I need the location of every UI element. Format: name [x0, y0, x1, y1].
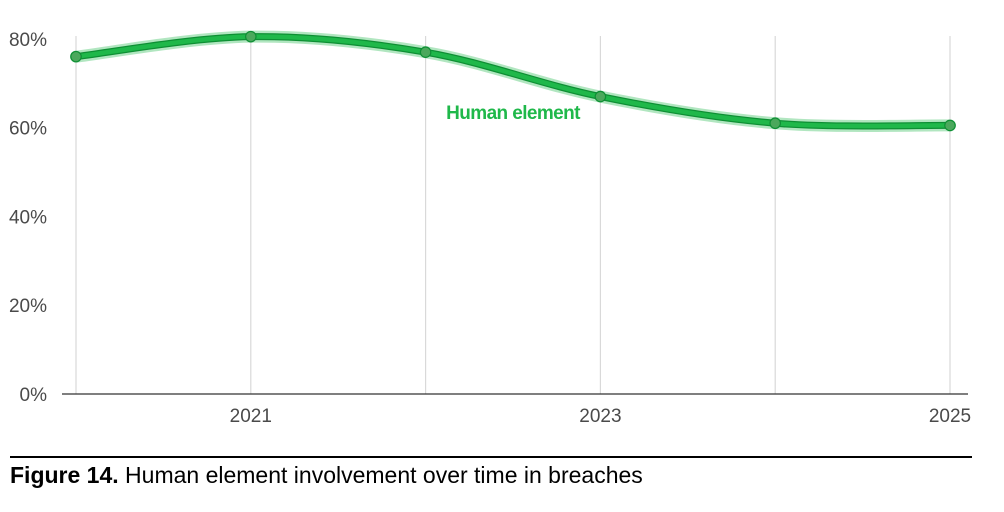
x-tick-label: 2025: [929, 406, 971, 427]
data-points: [70, 30, 956, 132]
data-point-2020: [70, 50, 82, 63]
y-tick-label: 60%: [9, 119, 47, 140]
series-labels: Human element: [446, 103, 582, 124]
series-line-human-element: [73, 34, 953, 129]
series-lines: [70, 30, 956, 132]
caption-divider: [10, 456, 972, 458]
x-tick-label: 2023: [579, 406, 621, 427]
data-point-2021: [245, 30, 257, 43]
data-point-2025: [944, 119, 956, 132]
y-tick-label: 20%: [9, 296, 47, 317]
figure-number: Figure 14.: [10, 462, 119, 488]
vertical-gridlines: [75, 36, 951, 394]
x-axis-tick-labels: 2021 2023 2025: [230, 406, 971, 427]
y-tick-label: 80%: [9, 30, 47, 51]
y-tick-label: 0%: [20, 385, 48, 406]
y-tick-label: 40%: [9, 207, 47, 228]
data-point-2023: [594, 90, 607, 103]
data-point-2024: [769, 117, 781, 130]
data-point-2022: [419, 46, 432, 58]
x-tick-label: 2021: [230, 406, 272, 427]
series-label-human-element: Human element: [446, 103, 581, 124]
y-axis-tick-labels: 0% 20% 40% 60% 80%: [9, 30, 47, 406]
figure-caption-text: Human element involvement over time in b…: [118, 462, 643, 488]
line-chart: 0% 20% 40% 60% 80% 2021 2023 2025 Human elemen…: [9, 30, 971, 427]
figure-caption: Figure 14. Human element involvement ove…: [10, 462, 643, 489]
